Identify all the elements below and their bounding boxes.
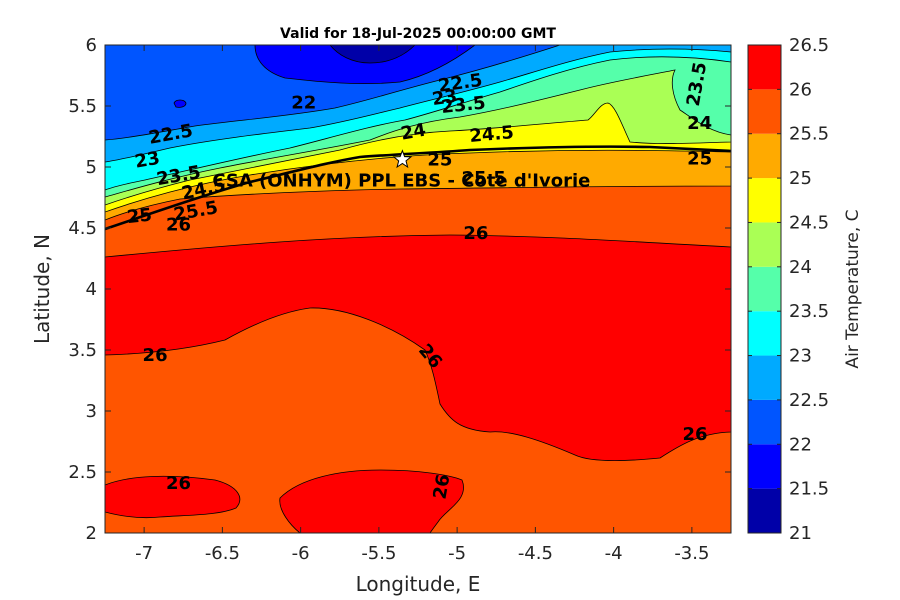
x-tick-label: -6	[292, 543, 310, 564]
colorbar-band	[748, 178, 781, 223]
colorbar: 21 21.5 22 22.5 23 23.5 24 24.5 25 25.5 26 26.5	[747, 35, 829, 544]
y-tick-label: 4	[86, 279, 97, 300]
band-26-26.5-blob-left	[105, 475, 241, 519]
colorbar-band	[748, 133, 781, 179]
y-tick-label: 5	[86, 157, 97, 178]
contour-label: 26	[682, 424, 707, 445]
colorbar-band	[748, 399, 781, 445]
colorbar-tick-label: 24.5	[789, 212, 829, 233]
contour-label: 26	[166, 473, 191, 494]
x-tick-label: -3.5	[674, 543, 709, 564]
colorbar-frame	[747, 44, 782, 534]
colorbar-tick-label: 24	[789, 257, 812, 278]
colorbar-tick-label: 21.5	[789, 479, 829, 500]
contour-label: 26	[463, 223, 488, 244]
contour-label: 26	[143, 345, 168, 366]
colorbar-band	[748, 222, 781, 267]
y-tick-label: 3	[86, 401, 97, 422]
chart-title: Valid for 18-Jul-2025 00:00:00 GMT	[280, 26, 556, 42]
colorbar-band	[748, 311, 781, 356]
site-label: CSA (ONHYM) PPL EBS - Cote d'Ivorie	[212, 171, 590, 192]
colorbar-band	[748, 355, 781, 400]
contour-plot-area	[105, 45, 731, 533]
x-tick-label: -5	[448, 543, 466, 564]
colorbar-tick-label: 26	[789, 79, 812, 100]
x-axis: -7 -6.5 -6 -5.5 -5 -4.5 -4 -3.5	[135, 45, 709, 564]
colorbar-tick-label: 26.5	[789, 35, 829, 56]
y-axis: 2 2.5 3 3.5 4 4.5 5 5.5 6	[68, 35, 731, 544]
x-tick-label: -4.5	[518, 543, 553, 564]
contour-label: 24	[399, 120, 427, 145]
y-tick-label: 2	[86, 523, 97, 544]
band-22-22.5	[105, 45, 561, 141]
contour-label: 26	[166, 214, 191, 235]
colorbar-tick-label: 25	[789, 168, 812, 189]
contour-label: 26	[429, 473, 454, 501]
contour-label: 25	[126, 205, 153, 229]
colorbar-tick-label: 22	[789, 434, 812, 455]
x-tick-label: -7	[135, 543, 153, 564]
band-22-small-blob	[173, 99, 187, 108]
y-tick-label: 6	[86, 35, 97, 56]
contour-label: 25	[687, 148, 712, 169]
colorbar-band	[748, 45, 781, 90]
colorbar-tick-label: 23.5	[789, 301, 829, 322]
band-21.5-22	[254, 45, 476, 85]
contour-label: 24	[687, 113, 712, 134]
contour-label: 25	[427, 150, 452, 171]
site-marker: CSA (ONHYM) PPL EBS - Cote d'Ivorie	[212, 149, 590, 192]
x-axis-label: Longitude, E	[356, 572, 481, 596]
x-tick-label: -4	[605, 543, 623, 564]
x-tick-label: -5.5	[361, 543, 396, 564]
colorbar-band	[748, 266, 781, 312]
band-21-21.5	[329, 45, 416, 64]
contour-label: 22	[291, 92, 316, 113]
y-tick-label: 4.5	[68, 218, 97, 239]
x-tick-label: -6.5	[205, 543, 240, 564]
colorbar-band	[748, 89, 781, 134]
colorbar-tick-label: 21	[789, 523, 812, 544]
y-tick-label: 3.5	[68, 340, 97, 361]
contour-label: 24.5	[469, 122, 515, 147]
contour-label: 23	[431, 86, 459, 110]
y-tick-label: 5.5	[68, 96, 97, 117]
colorbar-band	[748, 444, 781, 489]
y-tick-label: 2.5	[68, 462, 97, 483]
colorbar-tick-label: 22.5	[789, 390, 829, 411]
colorbar-band	[748, 488, 781, 533]
y-axis-label: Latitude, N	[30, 234, 54, 344]
site-star-icon	[392, 149, 413, 169]
contour-label: 23	[133, 148, 161, 173]
colorbar-tick-label: 23	[789, 346, 812, 367]
coastline	[105, 145, 731, 231]
colorbar-label: Air Temperature, C	[843, 209, 863, 368]
colorbar-tick-label: 25.5	[789, 124, 829, 145]
contour-label: 23.5	[440, 93, 486, 119]
band-26-26.5-main	[105, 234, 731, 462]
contour-label: 25.5	[462, 168, 506, 189]
